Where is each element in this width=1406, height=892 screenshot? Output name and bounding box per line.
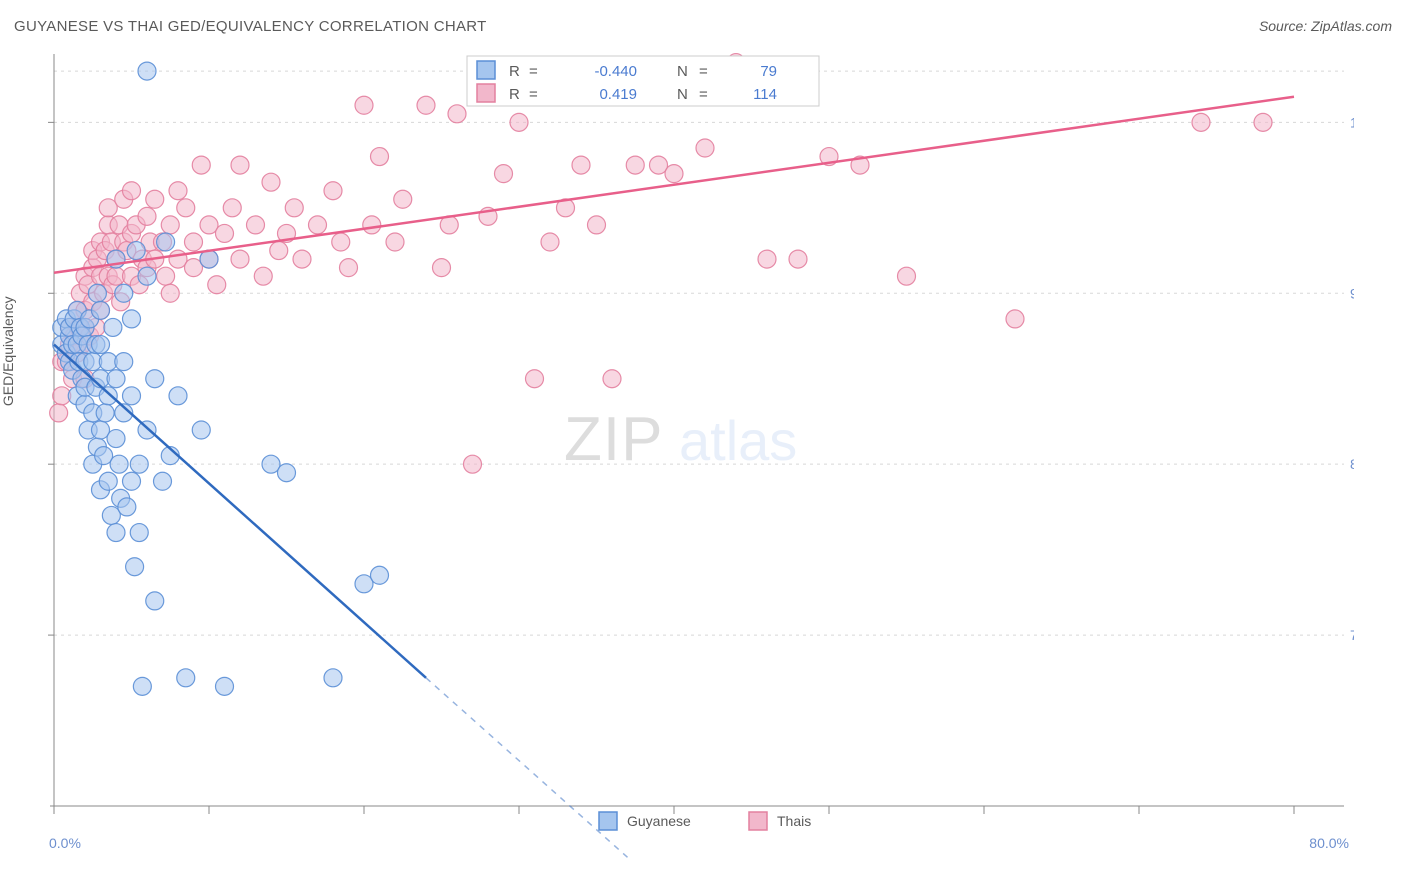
svg-text:Thais: Thais [777, 813, 811, 829]
svg-text:=: = [699, 86, 708, 103]
scatter-chart: 70.0% 80.0% 90.0% 100.0% 0.0% 80.0% ZIP atlas R =… [14, 46, 1354, 866]
svg-text:80.0%: 80.0% [1309, 835, 1349, 851]
svg-text:N: N [677, 86, 688, 103]
svg-text:100.0%: 100.0% [1350, 114, 1354, 130]
svg-text:=: = [699, 63, 708, 80]
chart-container: GED/Equivalency 70.0%80.0%90.0%100.0%0.0… [14, 46, 1392, 876]
svg-text:0.0%: 0.0% [49, 835, 81, 851]
svg-text:-0.440: -0.440 [594, 63, 637, 80]
svg-text:90.0%: 90.0% [1350, 285, 1354, 301]
svg-text:79: 79 [760, 63, 777, 80]
svg-text:atlas: atlas [679, 409, 797, 472]
svg-text:Guyanese: Guyanese [627, 813, 691, 829]
source-label: Source: ZipAtlas.com [1259, 18, 1392, 34]
svg-text:70.0%: 70.0% [1350, 627, 1354, 643]
svg-text:N: N [677, 63, 688, 80]
chart-title: GUYANESE VS THAI GED/EQUIVALENCY CORRELA… [14, 18, 487, 35]
svg-text:=: = [529, 63, 538, 80]
svg-text:R: R [509, 86, 520, 103]
svg-text:114: 114 [753, 86, 777, 103]
svg-text:80.0%: 80.0% [1350, 456, 1354, 472]
svg-text:=: = [529, 86, 538, 103]
svg-text:R: R [509, 63, 520, 80]
svg-text:0.419: 0.419 [599, 86, 637, 103]
y-axis-label: GED/Equivalency [0, 296, 16, 406]
svg-text:ZIP: ZIP [564, 405, 663, 474]
